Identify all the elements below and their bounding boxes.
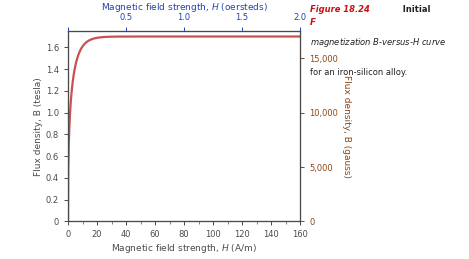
Y-axis label: Flux density, B (tesla): Flux density, B (tesla) bbox=[34, 77, 43, 176]
Text: magnetization $B$-versus-$H$ curve: magnetization $B$-versus-$H$ curve bbox=[310, 36, 446, 49]
Text: F: F bbox=[310, 18, 316, 27]
X-axis label: Magnetic field strength, $H$ (oersteds): Magnetic field strength, $H$ (oersteds) bbox=[101, 1, 267, 14]
X-axis label: Magnetic field strength, $H$ (A/m): Magnetic field strength, $H$ (A/m) bbox=[111, 242, 257, 255]
Text: Initial: Initial bbox=[397, 5, 431, 14]
Y-axis label: Flux density, B (gauss): Flux density, B (gauss) bbox=[342, 75, 351, 178]
Text: for an iron-silicon alloy.: for an iron-silicon alloy. bbox=[310, 68, 407, 77]
Text: Figure 18.24: Figure 18.24 bbox=[310, 5, 370, 14]
